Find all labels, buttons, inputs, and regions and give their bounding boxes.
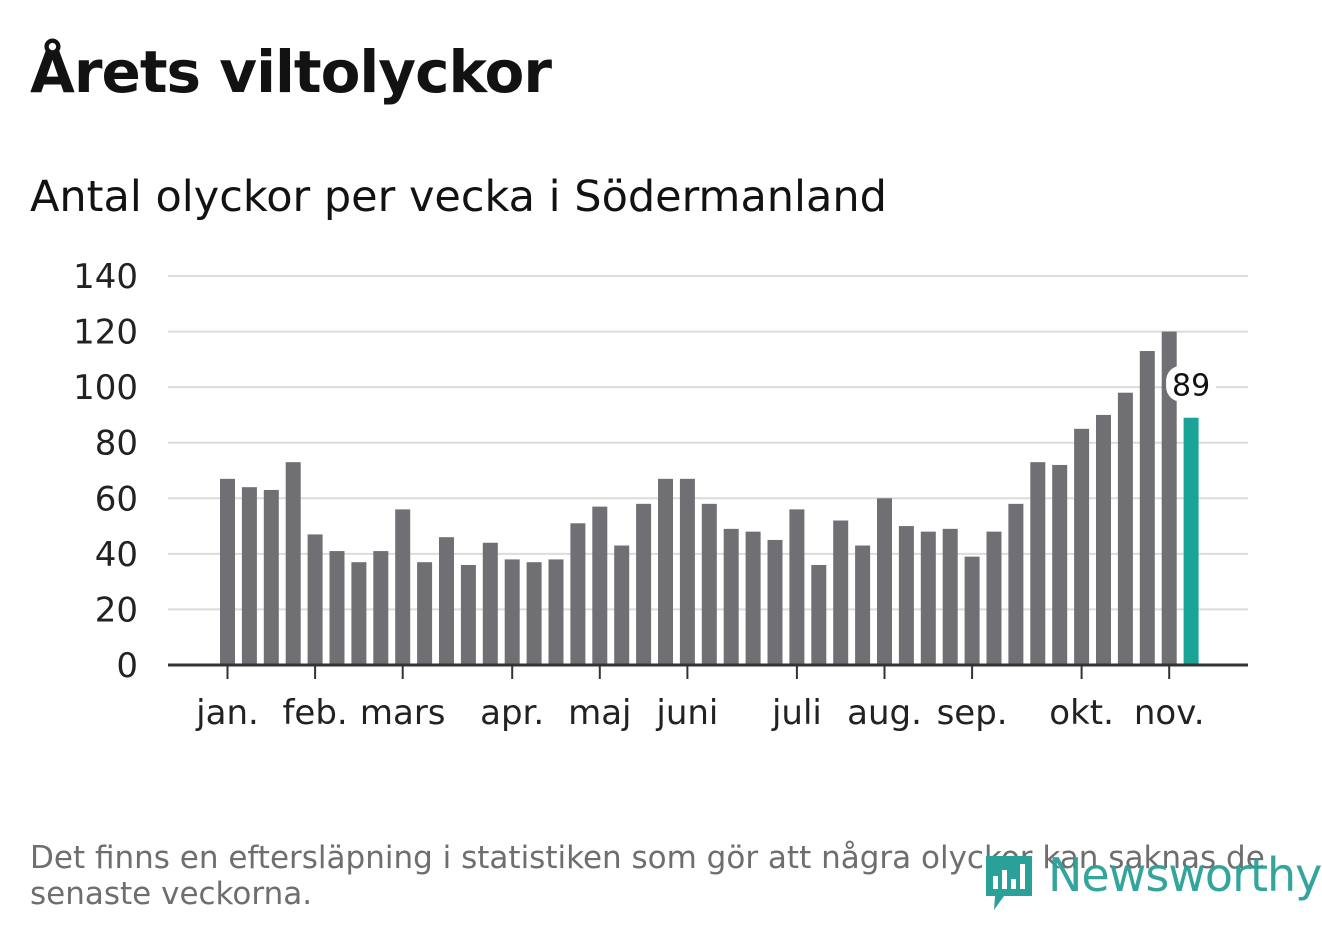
bar (526, 562, 542, 665)
bar (1117, 392, 1133, 665)
bar (263, 489, 279, 665)
bar (373, 551, 389, 665)
bar (1096, 414, 1111, 665)
bar (592, 506, 608, 665)
bar (679, 478, 695, 665)
value-label: 89 (1172, 369, 1210, 404)
bar (439, 537, 454, 665)
newsworthy-logo-icon (986, 856, 1032, 910)
x-tick-label: juni (655, 693, 718, 733)
x-tick-label: aug. (847, 693, 922, 733)
x-axis (168, 663, 1248, 679)
bar (220, 478, 235, 665)
chart-subtitle: Antal olyckor per vecka i Södermanland (30, 172, 887, 222)
chart-title: Årets viltolyckor (30, 38, 552, 106)
bar (1161, 331, 1177, 665)
bar (285, 462, 301, 665)
bar (351, 562, 367, 665)
bar (1030, 462, 1046, 665)
bar (920, 531, 936, 665)
bar (701, 503, 717, 665)
bar (417, 562, 433, 665)
bar (877, 498, 892, 665)
bar (570, 523, 586, 665)
y-tick-label-80: 80 (95, 424, 138, 464)
y-tick-label-60: 60 (95, 479, 138, 519)
x-tick-label: apr. (480, 693, 544, 733)
bar (482, 542, 498, 665)
bar (1074, 428, 1090, 665)
bar (942, 528, 958, 665)
y-tick-label-0: 0 (116, 646, 138, 686)
y-tick-label-140: 140 (73, 257, 138, 297)
bar (1139, 351, 1155, 665)
bar (855, 545, 871, 665)
y-tick-label-40: 40 (95, 535, 138, 575)
gridlines (168, 275, 1248, 611)
x-tick-label: feb. (282, 693, 347, 733)
x-tick-label: nov. (1134, 693, 1205, 733)
bar (460, 564, 476, 665)
bar (636, 503, 652, 665)
bar (1052, 464, 1068, 665)
x-tick-label: okt. (1049, 693, 1114, 733)
bar-current-week (1183, 417, 1199, 665)
bar (548, 559, 564, 665)
brand-name: Newsworthy (1048, 848, 1322, 902)
bar (833, 520, 849, 665)
y-axis-labels: 0 20 40 60 80 100 120 140 (73, 257, 138, 686)
bar (241, 487, 257, 665)
bar (329, 551, 345, 665)
x-tick-label: juli (771, 693, 822, 733)
x-axis-labels: jan. feb. mars apr. maj juni juli aug. sep. okt. n… (195, 693, 1204, 733)
bar (964, 556, 980, 665)
value-label-background (1166, 365, 1217, 402)
x-tick-label: mars (360, 693, 446, 733)
bar (767, 539, 783, 665)
x-tick-label: maj (568, 693, 631, 733)
footnote: Det finns en eftersläpning i statistiken… (30, 840, 1265, 912)
x-tick-label: sep. (937, 693, 1008, 733)
bar (614, 545, 630, 665)
bar (789, 509, 805, 665)
bars (220, 331, 1199, 665)
bar (658, 478, 673, 665)
bar (811, 564, 827, 665)
y-tick-label-120: 120 (73, 313, 138, 353)
y-tick-label-20: 20 (95, 590, 138, 630)
bar (898, 526, 914, 665)
bar (395, 509, 411, 665)
annotations: 89 (1166, 365, 1217, 404)
y-tick-label-100: 100 (73, 368, 138, 408)
bar (504, 559, 520, 665)
bar (745, 531, 761, 665)
bar (307, 534, 323, 665)
bar (723, 528, 739, 665)
bar (1008, 503, 1024, 665)
bar (986, 531, 1002, 665)
x-tick-label: jan. (195, 693, 259, 733)
